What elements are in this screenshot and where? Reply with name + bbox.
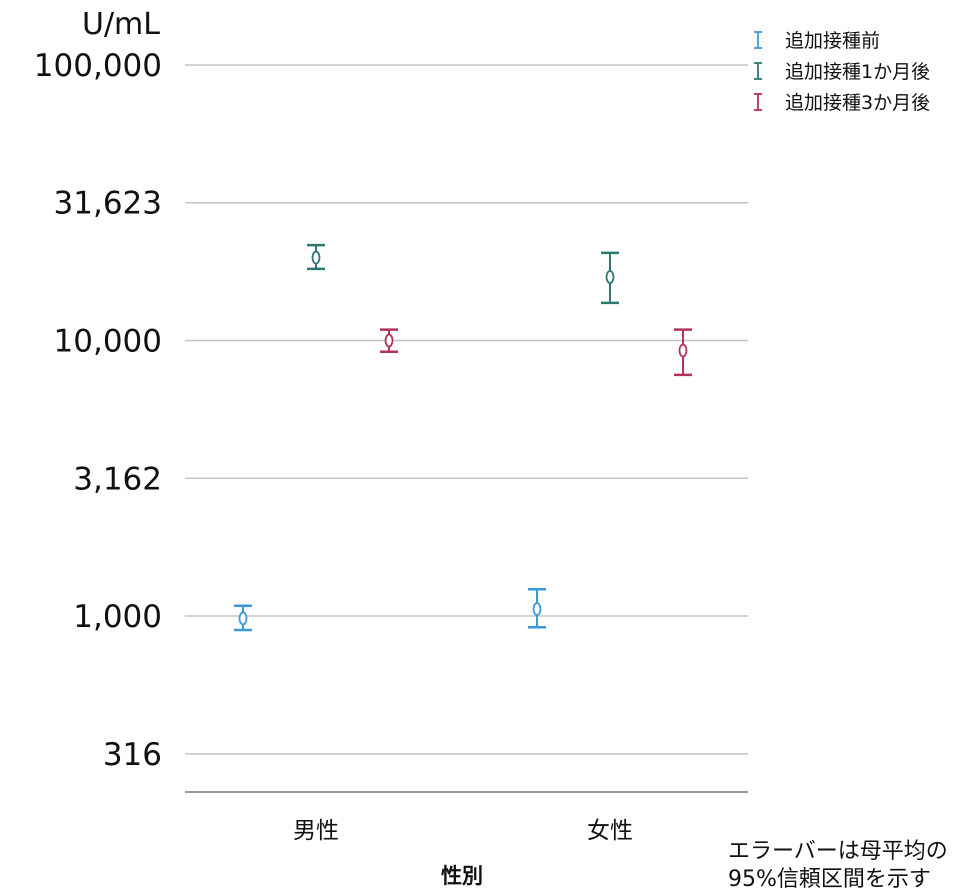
legend-label: 追加接種1か月後 <box>785 61 930 83</box>
error-bar-note: エラーバーは母平均の 95%信頼区間を示す <box>728 839 948 890</box>
error-bar-point <box>307 243 325 271</box>
x-axis-label: 性別 <box>441 864 483 888</box>
legend-label: 追加接種3か月後 <box>785 92 930 114</box>
legend-errorbar-icon <box>754 62 762 80</box>
mean-marker <box>532 602 542 616</box>
x-tick-labels: 男性 女性 <box>293 818 633 844</box>
gridlines <box>185 64 748 755</box>
error-bar-point <box>528 588 546 629</box>
y-tick-label: 1,000 <box>73 599 162 635</box>
error-bar-point <box>234 604 252 632</box>
y-axis-unit: U/mL <box>82 7 160 42</box>
y-tick-label: 316 <box>103 737 162 773</box>
mean-marker <box>384 333 394 348</box>
y-tick-label: 3,162 <box>73 461 162 497</box>
y-tick-label: 10,000 <box>54 324 162 360</box>
legend-item[interactable]: 追加接種前 <box>754 30 880 52</box>
x-tick-label: 女性 <box>587 818 633 844</box>
note-line: 95%信頼区間を示す <box>728 867 931 890</box>
y-tick-label: 31,623 <box>54 186 162 222</box>
x-tick-label: 男性 <box>293 818 339 844</box>
y-tick-labels: 100,000 31,623 10,000 3,162 1,000 316 <box>34 48 162 773</box>
y-tick-label: 100,000 <box>34 48 162 84</box>
legend-errorbar-icon <box>754 31 762 49</box>
mean-marker <box>311 250 321 265</box>
mean-marker <box>238 611 248 626</box>
mean-marker <box>605 270 615 284</box>
error-bar-point <box>380 328 398 354</box>
note-line: エラーバーは母平均の <box>728 839 948 864</box>
legend-errorbar-icon <box>754 93 762 111</box>
legend-label: 追加接種前 <box>785 30 880 52</box>
mean-marker <box>678 343 688 358</box>
legend-item[interactable]: 追加接種3か月後 <box>754 92 930 114</box>
series-marks <box>234 243 692 632</box>
legend-item[interactable]: 追加接種1か月後 <box>754 61 930 83</box>
error-bar-point <box>674 328 692 377</box>
error-bar-point <box>601 251 619 305</box>
